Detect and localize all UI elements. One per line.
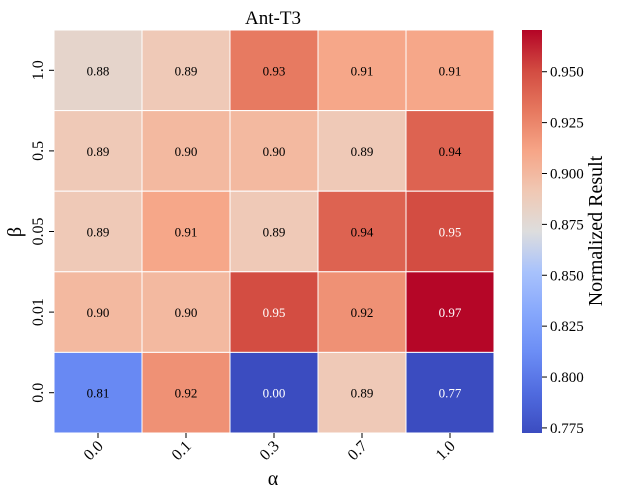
x-tick-label: 1.0 bbox=[433, 438, 459, 464]
cell-value-label: 0.97 bbox=[439, 305, 462, 320]
x-tick-label: 0.7 bbox=[345, 438, 371, 464]
cell-value-label: 0.90 bbox=[263, 144, 286, 159]
colorbar-tick-label: 0.850 bbox=[550, 268, 584, 284]
colorbar-tick-label: 0.900 bbox=[550, 166, 584, 182]
y-axis-ticks: 1.0 0.5 0.05 0.01 0.0 bbox=[30, 60, 54, 403]
heatmap-cell bbox=[229, 351, 319, 434]
heatmap-cell bbox=[141, 190, 231, 273]
cell-value-label: 0.93 bbox=[263, 63, 286, 78]
heatmap-cell bbox=[141, 351, 231, 434]
heatmap-cell bbox=[317, 190, 407, 273]
cell-value-label: 0.95 bbox=[263, 305, 286, 320]
heatmap-cell bbox=[141, 29, 231, 112]
y-tick-label: 1.0 bbox=[30, 60, 47, 80]
cell-value-label: 0.89 bbox=[351, 386, 374, 401]
cell-value-label: 0.88 bbox=[87, 63, 110, 78]
cell-value-label: 0.89 bbox=[87, 144, 110, 159]
heatmap-cell bbox=[229, 190, 319, 273]
heatmap-cell bbox=[229, 271, 319, 353]
heatmap-cell bbox=[141, 271, 231, 353]
cell-value-label: 0.94 bbox=[439, 144, 462, 159]
colorbar-tick-label: 0.950 bbox=[550, 65, 584, 81]
cell-value-label: 0.81 bbox=[87, 386, 110, 401]
colorbar-tick-label: 0.825 bbox=[550, 319, 584, 335]
x-tick-label: 0.1 bbox=[169, 438, 195, 464]
cell-value-label: 0.90 bbox=[87, 305, 110, 320]
colorbar-tick-label: 0.925 bbox=[550, 116, 584, 132]
heatmap-cell bbox=[405, 271, 495, 353]
colorbar-ticks: 0.775 0.800 0.825 0.850 0.875 0.900 0.925 0.950 bbox=[542, 65, 584, 437]
x-axis-label: α bbox=[268, 468, 279, 490]
y-axis-label: β bbox=[4, 227, 26, 237]
heatmap-cell bbox=[405, 190, 495, 273]
x-tick-label: 0.3 bbox=[257, 438, 283, 464]
cell-value-label: 0.90 bbox=[175, 144, 198, 159]
chart-title: Ant-T3 bbox=[245, 8, 301, 29]
heatmap-cell bbox=[229, 110, 319, 192]
cell-value-label: 0.00 bbox=[263, 386, 286, 401]
cell-value-label: 0.89 bbox=[87, 225, 110, 240]
colorbar-label: Normalized Result bbox=[585, 155, 607, 306]
x-axis-ticks: 0.0 0.1 0.3 0.7 1.0 bbox=[81, 433, 459, 464]
cell-value-label: 0.77 bbox=[439, 386, 462, 401]
cell-value-label: 0.92 bbox=[351, 305, 374, 320]
heatmap-cell bbox=[405, 351, 495, 434]
heatmap-cell bbox=[53, 110, 143, 192]
y-tick-label: 0.05 bbox=[30, 218, 47, 246]
heatmap-cell bbox=[317, 29, 407, 112]
cell-value-label: 0.91 bbox=[351, 63, 374, 78]
heatmap-cell bbox=[229, 29, 319, 112]
heatmap-cell bbox=[405, 110, 495, 192]
heatmap-cell bbox=[53, 351, 143, 434]
cell-value-label: 0.94 bbox=[351, 225, 374, 240]
y-tick-label: 0.01 bbox=[30, 298, 47, 326]
x-tick-label: 0.0 bbox=[81, 438, 107, 464]
cell-value-label: 0.89 bbox=[263, 225, 286, 240]
cell-value-label: 0.89 bbox=[351, 144, 374, 159]
colorbar-tick-label: 0.875 bbox=[550, 217, 584, 233]
cell-value-label: 0.92 bbox=[175, 386, 198, 401]
colorbar-tick-label: 0.800 bbox=[550, 370, 584, 386]
heatmap-cell bbox=[317, 271, 407, 353]
y-tick-label: 0.0 bbox=[30, 383, 47, 403]
cell-value-label: 0.91 bbox=[439, 63, 462, 78]
cell-value-label: 0.90 bbox=[175, 305, 198, 320]
y-tick-label: 0.5 bbox=[30, 141, 47, 161]
heatmap-cell bbox=[405, 29, 495, 112]
heatmap-cell bbox=[53, 29, 143, 112]
heatmap-cells: 0.88 0.89 0.93 0.91 0.91 0.89 0.90 0.90 0.89 0.94… bbox=[53, 29, 495, 434]
colorbar-tick-label: 0.775 bbox=[550, 421, 584, 437]
colorbar bbox=[522, 30, 542, 433]
cell-value-label: 0.91 bbox=[175, 225, 198, 240]
cell-value-label: 0.95 bbox=[439, 225, 462, 240]
cell-value-label: 0.89 bbox=[175, 63, 198, 78]
